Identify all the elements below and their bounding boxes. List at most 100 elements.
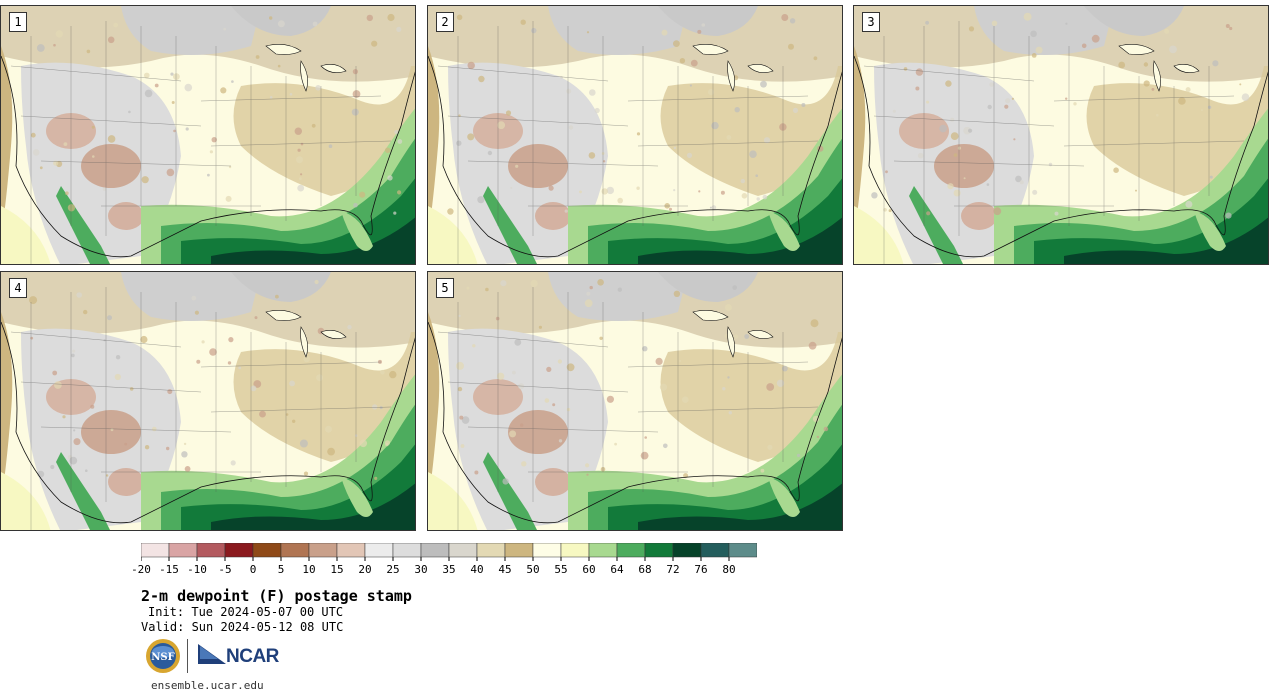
field-speckle — [461, 416, 470, 424]
humid-region-72 — [211, 217, 415, 264]
field-speckle — [289, 380, 295, 387]
colorbar-tick-label: 80 — [722, 563, 736, 576]
pacific-ocean — [428, 206, 478, 264]
field-speckle — [152, 426, 157, 432]
field-speckle — [225, 195, 232, 202]
field-speckle — [1065, 97, 1068, 100]
field-speckle — [888, 209, 892, 213]
field-speckle — [566, 407, 571, 412]
field-speckle — [659, 383, 668, 391]
colorbar-tick-label: 76 — [694, 563, 708, 576]
field-speckle — [509, 430, 517, 438]
field-speckle — [1004, 104, 1009, 109]
field-speckle — [538, 325, 542, 329]
coastline — [428, 55, 842, 258]
colorbar-tick-label: 10 — [302, 563, 316, 576]
field-speckle — [602, 160, 606, 163]
field-speckle — [939, 124, 947, 133]
north-gray-region-2 — [231, 272, 331, 302]
field-speckle — [384, 147, 391, 154]
field-speckle — [487, 150, 493, 156]
state-boundary — [627, 361, 809, 368]
stamp-panel-5[interactable]: 5 — [427, 271, 843, 531]
very-dry-pocket — [934, 144, 994, 188]
field-speckle — [640, 451, 649, 460]
field-speckle — [107, 315, 112, 321]
field-speckle — [456, 140, 462, 146]
field-speckle — [37, 470, 45, 478]
field-speckle — [586, 291, 591, 296]
field-speckle — [505, 110, 512, 116]
field-speckle — [917, 152, 924, 159]
field-speckle — [1035, 46, 1043, 54]
field-speckle — [520, 19, 526, 25]
field-speckle — [673, 189, 676, 192]
field-speckle — [90, 404, 95, 409]
colorbar-swatch — [224, 543, 254, 558]
field-speckle — [292, 419, 296, 423]
field-speckle — [379, 406, 383, 410]
colorbar-tick-label: 45 — [498, 563, 512, 576]
east-moderate-region — [660, 66, 842, 196]
state-boundary — [447, 115, 629, 127]
field-speckle — [472, 344, 476, 348]
field-speckle — [686, 152, 693, 158]
field-speckle — [767, 444, 773, 450]
field-speckle — [1091, 34, 1100, 43]
field-speckle — [86, 49, 91, 54]
stamp-panel-1[interactable]: 1 — [0, 5, 416, 265]
field-speckle — [316, 374, 324, 382]
field-speckle — [636, 186, 640, 190]
field-speckle — [823, 426, 829, 432]
field-speckle — [788, 43, 794, 50]
field-speckle — [566, 363, 575, 372]
field-speckle — [385, 442, 389, 447]
great-lake — [727, 326, 735, 358]
field-speckle — [325, 425, 332, 433]
field-speckle — [552, 403, 556, 407]
field-speckle — [196, 359, 201, 364]
stamp-panel-2[interactable]: 2 — [427, 5, 843, 265]
humid-region-72 — [638, 483, 842, 530]
field-speckle — [708, 89, 715, 96]
field-speckle — [502, 478, 509, 485]
colorbar-tick-label: 25 — [386, 563, 400, 576]
field-speckle — [32, 149, 40, 156]
field-speckle — [1073, 102, 1077, 106]
field-speckle — [312, 21, 318, 27]
colorbar-tick-label: 5 — [277, 563, 285, 576]
field-speckle — [697, 29, 702, 34]
field-speckle — [1005, 98, 1011, 104]
colorbar-swatch — [504, 543, 534, 558]
colorbar-tick-label: -10 — [187, 563, 207, 576]
stamp-panel-4[interactable]: 4 — [0, 271, 416, 531]
field-speckle — [298, 177, 302, 181]
stamp-panel-3[interactable]: 3 — [853, 5, 1269, 265]
panel-number: 5 — [436, 278, 454, 298]
field-speckle — [72, 349, 76, 353]
field-speckle — [166, 168, 175, 177]
site-url[interactable]: ensemble.ucar.edu — [151, 679, 264, 692]
field-speckle — [299, 439, 308, 448]
state-boundary — [467, 160, 659, 167]
panel-number: 1 — [9, 12, 27, 32]
state-boundary — [873, 115, 1055, 127]
field-speckle — [558, 439, 563, 443]
state-boundaries — [10, 21, 392, 264]
field-speckle — [871, 192, 878, 199]
state-boundary — [437, 331, 609, 348]
field-speckle — [459, 415, 464, 420]
field-speckle — [655, 357, 663, 365]
state-boundary — [467, 426, 659, 433]
field-speckle — [30, 336, 34, 340]
field-speckle — [201, 340, 205, 344]
field-speckle — [594, 107, 600, 114]
field-speckle — [183, 442, 187, 446]
field-speckle — [991, 20, 998, 27]
field-speckle — [1212, 60, 1219, 67]
field-speckle — [701, 23, 706, 27]
state-boundary — [1053, 95, 1235, 102]
field-speckle — [963, 126, 971, 135]
field-speckle — [1209, 175, 1213, 179]
field-speckle — [673, 40, 680, 47]
